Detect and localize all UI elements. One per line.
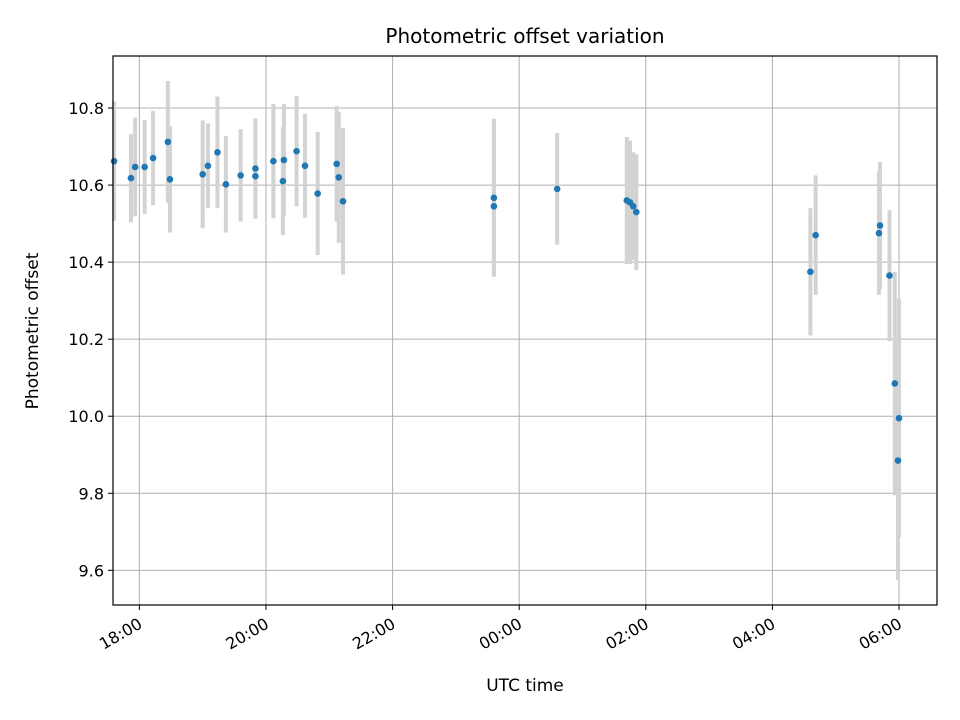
data-points (110, 138, 903, 464)
y-tick-label: 10.8 (68, 99, 104, 118)
plot-area-frame (112, 55, 938, 606)
data-point (166, 175, 174, 183)
y-tick-label: 9.6 (79, 561, 104, 580)
data-point (333, 160, 340, 168)
y-tick-label: 9.8 (79, 484, 104, 503)
data-point (127, 174, 135, 182)
data-point (279, 177, 287, 185)
data-point (339, 197, 347, 205)
data-point (110, 157, 118, 165)
data-point (293, 147, 300, 155)
data-point (886, 272, 893, 279)
data-point (149, 154, 157, 162)
y-tick-label: 10.6 (68, 176, 104, 195)
data-point (314, 190, 321, 197)
data-point (141, 163, 148, 171)
grid (113, 56, 937, 605)
data-point (633, 208, 640, 216)
data-point (894, 457, 902, 464)
data-point (270, 157, 277, 165)
data-point (222, 180, 230, 188)
x-axis-title: UTC time (486, 676, 564, 696)
data-point (895, 414, 903, 422)
y-tick-label: 10.0 (68, 407, 104, 426)
data-point (553, 185, 561, 193)
data-point (875, 229, 883, 237)
data-point (490, 194, 498, 202)
data-point (204, 162, 212, 170)
data-point (301, 162, 309, 170)
data-point (280, 156, 288, 164)
data-point (199, 170, 206, 178)
data-point (164, 138, 172, 146)
data-point (876, 222, 884, 229)
data-point (214, 149, 221, 156)
data-point (629, 202, 637, 210)
y-tick-label: 10.4 (68, 253, 104, 272)
data-point (891, 380, 899, 387)
data-point (237, 172, 244, 179)
y-tick-label: 10.2 (68, 330, 104, 349)
data-point (807, 268, 814, 276)
data-point (252, 172, 259, 180)
data-point (490, 202, 498, 210)
chart-title: Photometric offset variation (385, 24, 664, 48)
data-point (131, 163, 139, 171)
data-point (252, 165, 259, 172)
y-axis-title: Photometric offset (23, 252, 43, 409)
data-point (812, 231, 819, 239)
data-point (335, 174, 343, 181)
